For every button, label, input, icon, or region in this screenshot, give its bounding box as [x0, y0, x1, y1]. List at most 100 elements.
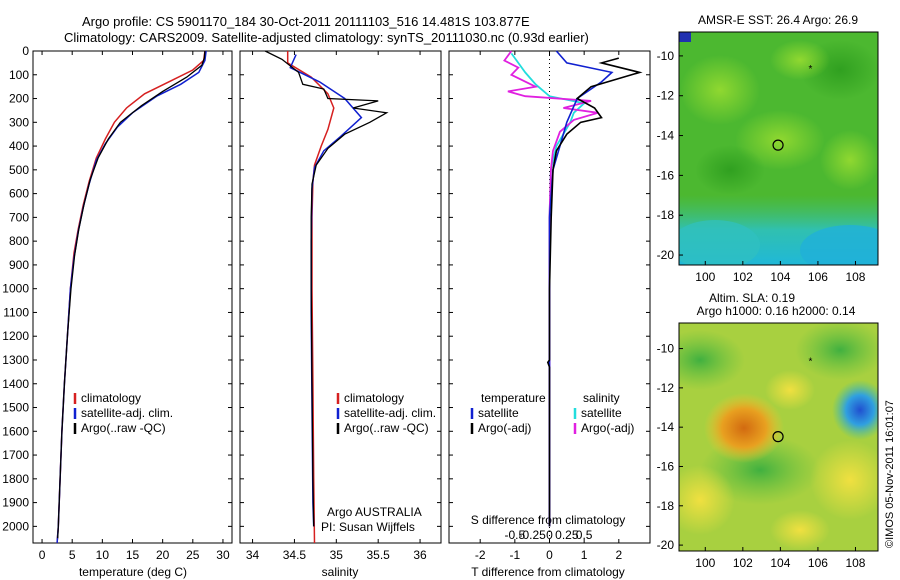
- map-ytick-label: -10: [657, 49, 675, 63]
- salinity-difference-tick-label: 0.5: [576, 528, 593, 542]
- depth-tick-label: 900: [9, 258, 29, 272]
- temperature-xtick-label: 5: [69, 548, 76, 562]
- depth-tick-label: 200: [9, 92, 29, 106]
- temperature-xtick-label: 10: [96, 548, 110, 562]
- salinity-panel-frame: [239, 50, 442, 544]
- depth-tick-label: 1900: [2, 496, 29, 510]
- difference-xtick-label: 0: [546, 548, 553, 562]
- difference-salinity-legend-label: Argo(-adj): [581, 421, 634, 435]
- temperature-panel: 0100200300400500600700800900100011001200…: [2, 44, 233, 579]
- sst-map-field: [679, 32, 878, 265]
- sst-map-title: AMSR-E SST: 26.4 Argo: 26.9: [698, 13, 858, 27]
- map-ytick-label: -20: [657, 248, 675, 262]
- map-ytick-label: -14: [657, 129, 675, 143]
- salinity-difference-tick-label: -0.25: [518, 528, 546, 542]
- sst-previous-profile-marker: *: [808, 64, 812, 75]
- map-xtick-label: 108: [845, 556, 865, 570]
- salinity-difference-label: S difference from climatology: [471, 513, 626, 527]
- temperature-xtick-label: 30: [216, 548, 230, 562]
- header-line-1: Argo profile: CS 5901170_184 30-Oct-2011…: [82, 14, 530, 29]
- depth-tick-label: 2000: [2, 519, 29, 533]
- sst-argo-location-marker: [772, 139, 784, 151]
- salinity-satellite-line: [289, 54, 363, 527]
- temperature-difference-argo-line: [546, 57, 643, 527]
- sla-map-title-2: Argo h1000: 0.16 h2000: 0.14: [697, 304, 856, 318]
- map-xtick-label: 102: [733, 270, 753, 284]
- temperature-legend-label: satellite-adj. clim.: [81, 406, 173, 420]
- temperature-xlabel: temperature (deg C): [79, 565, 187, 579]
- depth-tick-label: 300: [9, 115, 29, 129]
- temperature-legend-label: climatology: [81, 391, 141, 405]
- depth-tick-label: 1800: [2, 472, 29, 486]
- difference-xlabel: T difference from climatology: [471, 565, 625, 579]
- temperature-xtick-label: 20: [156, 548, 170, 562]
- map-ytick-label: -16: [657, 168, 675, 182]
- header-line-2: Climatology: CARS2009. Satellite-adjuste…: [64, 30, 589, 45]
- map-xtick-label: 104: [770, 556, 790, 570]
- salinity-note-pi: PI: Susan Wijffels: [321, 520, 415, 534]
- salinity-xtick-label: 35.5: [367, 548, 391, 562]
- difference-panel: -2 -1 0 1 2 -0.5-0.25 0 0.250.5S difference fro…: [448, 50, 651, 579]
- temperature-climatology-line: [56, 50, 206, 544]
- temperature-legend-label: Argo(..raw -QC): [81, 421, 166, 435]
- depth-tick-label: 1300: [2, 353, 29, 367]
- depth-tick-label: 1400: [2, 377, 29, 391]
- temperature-panel-frame: [32, 50, 233, 544]
- depth-tick-label: 800: [9, 234, 29, 248]
- salinity-difference-tick-label: 0.25: [555, 528, 579, 542]
- sla-map-frame: [678, 322, 879, 552]
- temperature-xtick-label: 15: [126, 548, 140, 562]
- map-ytick-label: -18: [657, 208, 675, 222]
- depth-tick-label: 400: [9, 139, 29, 153]
- copyright-stamp: ©IMOS 05-Nov-2011 16:01:07: [884, 400, 896, 548]
- depth-tick-label: 1700: [2, 448, 29, 462]
- temperature-satellite-line: [56, 50, 207, 544]
- temperature-argo-line: [57, 50, 206, 539]
- temperature-xtick-label: 25: [186, 548, 200, 562]
- salinity-xtick-label: 34: [246, 548, 260, 562]
- map-xtick-label: 108: [845, 270, 865, 284]
- salinity-difference-tick-label: -0.5: [505, 528, 526, 542]
- difference-xtick-label: 2: [615, 548, 622, 562]
- salinity-legend-label: climatology: [344, 391, 404, 405]
- salinity-panel: 34 34.5 35 35.5 36 climatologysatellite-adj. …: [239, 50, 442, 579]
- map-ytick-label: -18: [657, 499, 675, 513]
- depth-tick-label: 700: [9, 210, 29, 224]
- sst-map: AMSR-E SST: 26.4 Argo: 26.9 100 102 104 106…: [657, 13, 879, 284]
- salinity-xtick-label: 36: [413, 548, 427, 562]
- salinity-argo-line: [264, 50, 389, 527]
- salinity-difference-tick-label: 0: [546, 528, 553, 542]
- map-xtick-label: 100: [695, 270, 715, 284]
- map-xtick-label: 106: [808, 556, 828, 570]
- map-xtick-label: 102: [733, 556, 753, 570]
- sla-map-title-1: Altim. SLA: 0.19: [709, 291, 795, 305]
- depth-tick-label: 1500: [2, 401, 29, 415]
- map-xtick-label: 106: [808, 270, 828, 284]
- temperature-xtick-label: 0: [39, 548, 46, 562]
- salinity-legend-label: Argo(..raw -QC): [344, 421, 429, 435]
- sla-previous-profile-marker: *: [808, 356, 812, 367]
- depth-tick-label: 1100: [3, 305, 29, 319]
- depth-tick-label: 1200: [2, 329, 29, 343]
- difference-xtick-label: -1: [510, 548, 521, 562]
- sla-map: Altim. SLA: 0.19 Argo h1000: 0.16 h2000:…: [657, 291, 879, 570]
- map-xtick-label: 104: [770, 270, 790, 284]
- sla-map-field: [679, 323, 878, 551]
- depth-tick-label: 500: [9, 163, 29, 177]
- map-ytick-label: -16: [657, 459, 675, 473]
- depth-tick-label: 1600: [2, 424, 29, 438]
- salinity-xlabel: salinity: [322, 565, 359, 579]
- difference-temperature-legend-label: satellite: [478, 406, 519, 420]
- difference-legend-salinity-title: salinity: [583, 391, 620, 405]
- depth-tick-label: 100: [9, 68, 29, 82]
- difference-legend-temperature-title: temperature: [481, 391, 546, 405]
- map-xtick-label: 100: [695, 556, 715, 570]
- map-ytick-label: -12: [657, 89, 675, 103]
- difference-temperature-legend-label: Argo(-adj): [478, 421, 531, 435]
- difference-xtick-label: -2: [475, 548, 486, 562]
- map-ytick-label: -12: [657, 381, 675, 395]
- depth-tick-label: 0: [22, 44, 29, 58]
- map-ytick-label: -20: [657, 538, 675, 552]
- sla-argo-location-marker: [772, 431, 784, 443]
